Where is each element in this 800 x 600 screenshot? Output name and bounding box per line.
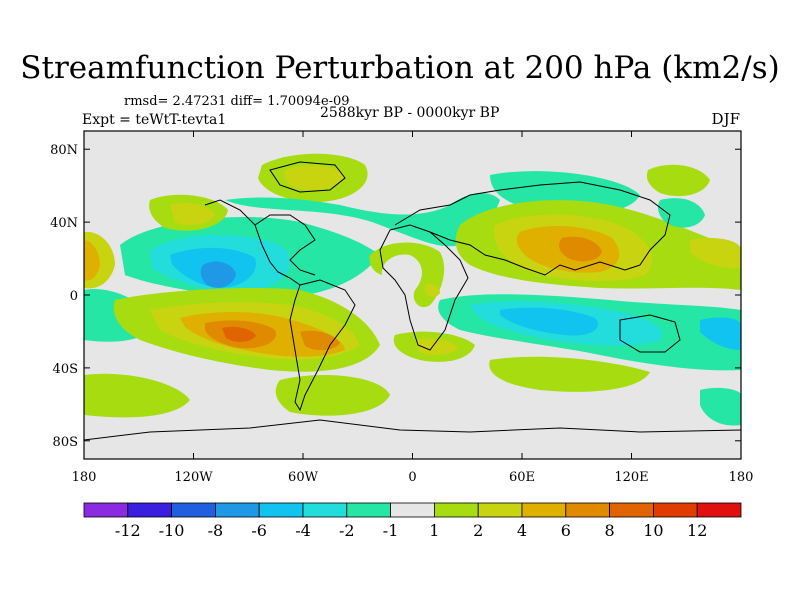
colorbar-swatch	[565, 502, 610, 518]
contour-fill	[425, 283, 440, 298]
contour-fill	[415, 338, 458, 356]
colorbar-label: 8	[605, 521, 615, 540]
coastline-greenland	[269, 161, 346, 193]
colorbar-swatch	[214, 502, 260, 518]
colorbar-label: -10	[159, 521, 185, 540]
contour-fill	[700, 387, 741, 426]
coastline-australia	[619, 314, 681, 353]
colorbar-swatch	[433, 502, 479, 518]
colorbar-label: 12	[687, 521, 707, 540]
contour-fill	[559, 236, 602, 262]
lat-tick-label: 80N	[50, 143, 78, 158]
contour-fill	[690, 238, 741, 269]
coastline-north-america-east	[254, 214, 316, 276]
colorbar: -12 -10 -8 -6 -4 -2 -1 1 2 4 6 8 10 12	[83, 502, 742, 540]
coastline-south-america	[289, 279, 356, 412]
season-label: DJF	[711, 110, 740, 128]
coastline-eurasia	[394, 181, 671, 276]
colorbar-label: -2	[339, 521, 355, 540]
axes: 80N 40N 0 40S 80S 180 120W 60W 0 60E 120E 180	[50, 131, 753, 485]
stats-text: rmsd= 2.47231 diff= 1.70094e-09	[124, 94, 350, 109]
lat-tick-label: 80S	[53, 435, 78, 450]
colorbar-swatch	[696, 502, 742, 518]
contour-fill	[646, 164, 710, 197]
colorbar-label: 10	[643, 521, 663, 540]
period-label: 2588kyr BP - 0000kyr BP	[320, 105, 500, 121]
colorbar-label: 6	[561, 521, 571, 540]
contour-fill	[222, 326, 256, 342]
colorbar-swatch	[609, 502, 654, 518]
colorbar-label: 4	[517, 521, 527, 540]
lon-tick-label: 0	[408, 470, 416, 485]
experiment-label: Expt = teWtT-tevta1	[82, 112, 227, 128]
contour-fill	[700, 317, 741, 350]
contour-fill	[170, 203, 215, 226]
lon-tick-label: 180	[72, 470, 97, 485]
colorbar-label: -8	[208, 521, 224, 540]
contour-fill	[200, 261, 236, 288]
colorbar-swatch	[346, 502, 391, 518]
lat-tick-label: 40N	[50, 216, 78, 231]
contour-fill	[84, 240, 100, 281]
colorbar-swatch	[521, 502, 567, 518]
colorbar-swatch	[83, 502, 129, 518]
colorbar-swatch	[477, 502, 523, 518]
coastlines	[84, 161, 741, 441]
colorbar-label: -6	[251, 521, 267, 540]
colorbar-label: 2	[473, 521, 483, 540]
coastline-antarctica	[84, 419, 741, 441]
colorbar-label: 1	[429, 521, 439, 540]
colorbar-label: -1	[383, 521, 399, 540]
colorbar-swatch	[390, 502, 435, 518]
colorbar-label: -12	[115, 521, 141, 540]
coastline-africa	[379, 224, 469, 351]
colorbar-swatch	[171, 502, 216, 518]
colorbar-swatch	[302, 502, 348, 518]
lat-tick-label: 40S	[53, 362, 78, 377]
lon-tick-label: 120W	[174, 470, 213, 485]
contour-fill	[500, 307, 599, 336]
contour-fill	[275, 375, 390, 416]
contour-fill	[283, 165, 345, 190]
lon-tick-label: 60E	[509, 470, 535, 485]
contour-fill	[84, 373, 190, 418]
lon-tick-label: 60W	[288, 470, 319, 485]
lon-tick-label: 180	[729, 470, 754, 485]
lat-tick-label: 0	[70, 289, 78, 304]
coastline-north-america-west	[204, 199, 301, 286]
colorbar-swatch	[258, 502, 304, 518]
contour-fill	[657, 198, 705, 228]
colorbar-swatch	[653, 502, 698, 518]
chart-title: Streamfunction Perturbation at 200 hPa (…	[20, 50, 780, 86]
colorbar-label: -4	[295, 521, 311, 540]
lon-tick-label: 120E	[614, 470, 648, 485]
colorbar-swatch	[127, 502, 173, 518]
contour-fill	[489, 356, 650, 392]
